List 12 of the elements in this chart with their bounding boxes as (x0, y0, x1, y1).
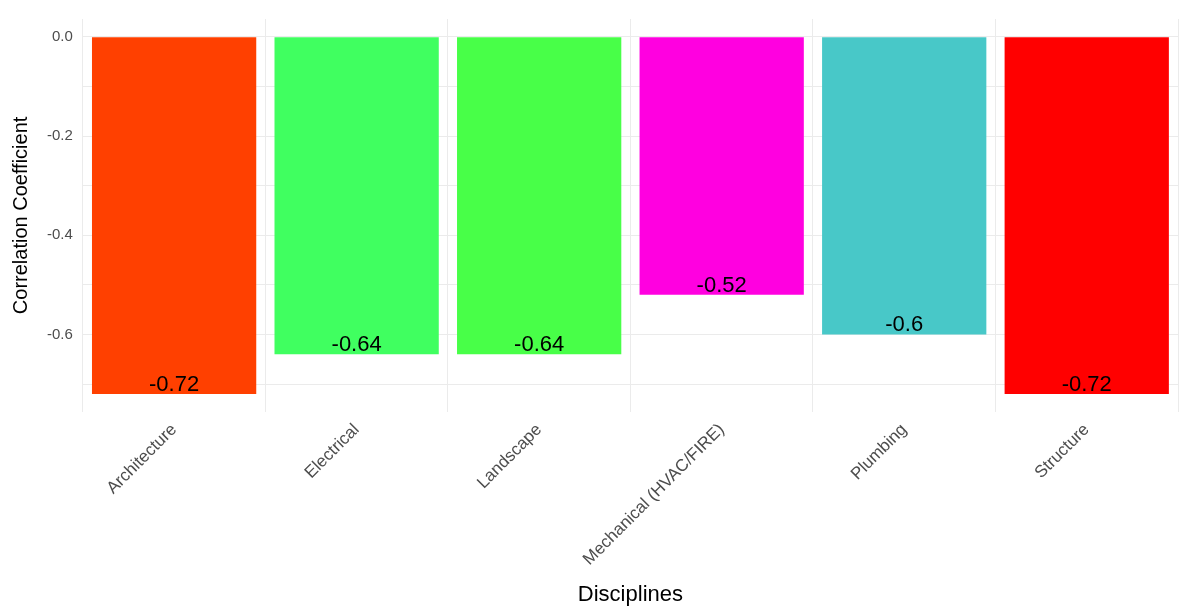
y-tick-label: -0.2 (46, 126, 73, 144)
data-label: -0.6 (885, 311, 924, 337)
y-tick-label: -0.4 (46, 225, 73, 243)
y-axis-title: Correlation Coefficient (8, 116, 31, 315)
data-label: -0.64 (331, 331, 382, 357)
x-axis-title: Disciplines (577, 580, 683, 606)
data-label: -0.72 (1061, 371, 1112, 397)
y-tick-label: 0.0 (51, 27, 73, 44)
data-label: -0.64 (514, 331, 565, 357)
y-tick-label: -0.6 (46, 324, 73, 342)
data-label: -0.52 (696, 271, 747, 297)
data-label: -0.72 (149, 371, 200, 397)
